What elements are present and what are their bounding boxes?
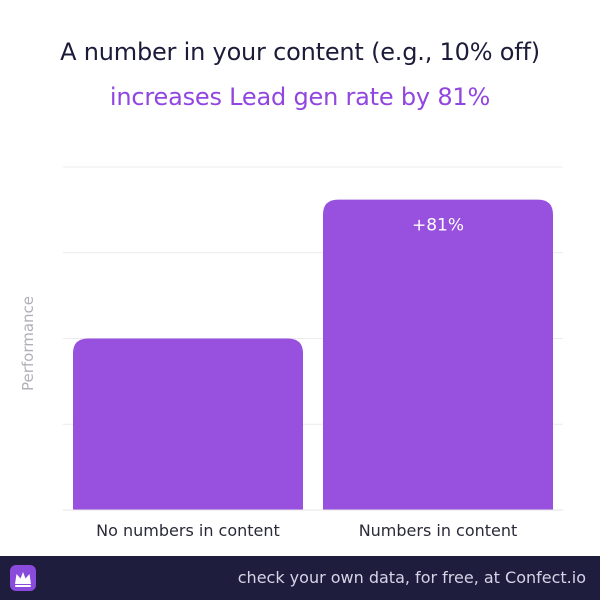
chart-title-line1: A number in your content (e.g., 10% off) (60, 38, 540, 66)
footer-text: check your own data, for free, at Confec… (237, 568, 586, 587)
confect-crown-logo-icon (10, 565, 36, 591)
y-axis-label: Performance (19, 296, 37, 391)
chart-title-line2: increases Lead gen rate by 81% (109, 83, 491, 111)
x-tick-label: Numbers in content (359, 521, 518, 540)
bar-chart: Performance No numbers in content Numbers … (19, 166, 563, 540)
bar-numbers (323, 199, 553, 510)
data-label: +81% (412, 216, 464, 236)
x-tick-label: No numbers in content (96, 521, 280, 540)
footer-bar: check your own data, for free, at Confec… (0, 556, 600, 600)
bar-no-numbers (73, 338, 303, 510)
